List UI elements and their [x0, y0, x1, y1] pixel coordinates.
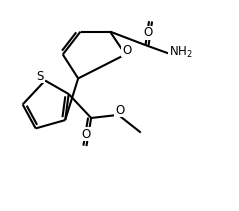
Text: O: O [82, 128, 91, 141]
Text: NH$_2$: NH$_2$ [169, 45, 193, 60]
Text: O: O [143, 26, 152, 39]
Text: O: O [122, 44, 131, 57]
Text: S: S [37, 70, 44, 83]
Text: O: O [115, 104, 124, 117]
